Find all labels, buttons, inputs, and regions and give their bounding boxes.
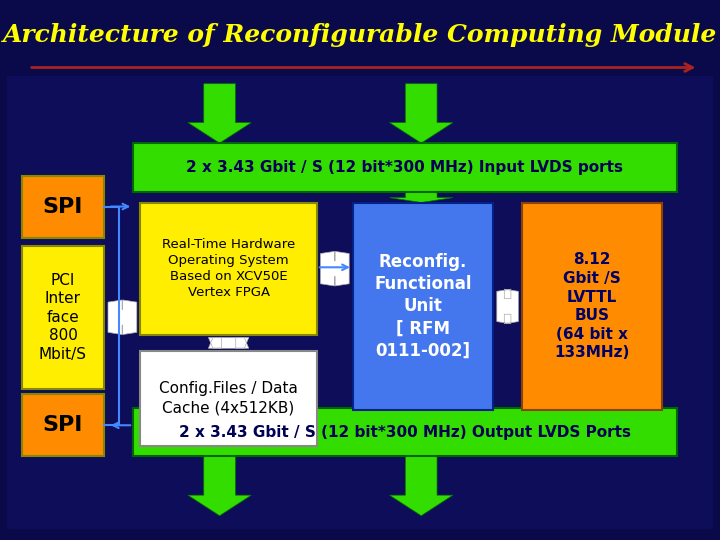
FancyBboxPatch shape <box>7 76 713 529</box>
Text: Real-Time Hardware
Operating System
Based on XCV50E
Vertex FPGA: Real-Time Hardware Operating System Base… <box>162 238 295 299</box>
FancyArrow shape <box>390 456 453 516</box>
FancyBboxPatch shape <box>22 176 104 238</box>
FancyBboxPatch shape <box>133 408 677 456</box>
FancyArrow shape <box>188 84 251 143</box>
FancyBboxPatch shape <box>140 351 317 445</box>
Polygon shape <box>497 289 518 324</box>
FancyBboxPatch shape <box>522 202 662 410</box>
Polygon shape <box>108 300 137 334</box>
FancyArrow shape <box>390 192 453 202</box>
Text: Reconfig.
Functional
Unit
[ RFM
0111-002]: Reconfig. Functional Unit [ RFM 0111-002… <box>374 253 472 360</box>
FancyBboxPatch shape <box>133 143 677 192</box>
Text: Config.Files / Data
Cache (4x512KB): Config.Files / Data Cache (4x512KB) <box>159 381 298 415</box>
Text: 2 x 3.43 Gbit / S (12 bit*300 MHz) Output LVDS Ports: 2 x 3.43 Gbit / S (12 bit*300 MHz) Outpu… <box>179 424 631 440</box>
Text: Architecture of Reconfigurable Computing Module: Architecture of Reconfigurable Computing… <box>3 23 717 47</box>
Text: 8.12
Gbit /S
LVTTL
BUS
(64 bit x
133MHz): 8.12 Gbit /S LVTTL BUS (64 bit x 133MHz) <box>554 252 630 361</box>
Text: 2 x 3.43 Gbit / S (12 bit*300 MHz) Input LVDS ports: 2 x 3.43 Gbit / S (12 bit*300 MHz) Input… <box>186 160 624 175</box>
FancyArrow shape <box>390 409 453 410</box>
FancyArrow shape <box>188 456 251 516</box>
Polygon shape <box>209 338 249 348</box>
Text: SPI: SPI <box>42 415 84 435</box>
FancyBboxPatch shape <box>22 394 104 456</box>
FancyBboxPatch shape <box>22 246 104 389</box>
FancyBboxPatch shape <box>140 202 317 335</box>
Polygon shape <box>320 252 349 286</box>
FancyArrow shape <box>390 84 453 143</box>
FancyBboxPatch shape <box>353 202 493 410</box>
Text: PCI
Inter
face
800
Mbit/S: PCI Inter face 800 Mbit/S <box>39 273 87 362</box>
Text: SPI: SPI <box>42 197 84 217</box>
